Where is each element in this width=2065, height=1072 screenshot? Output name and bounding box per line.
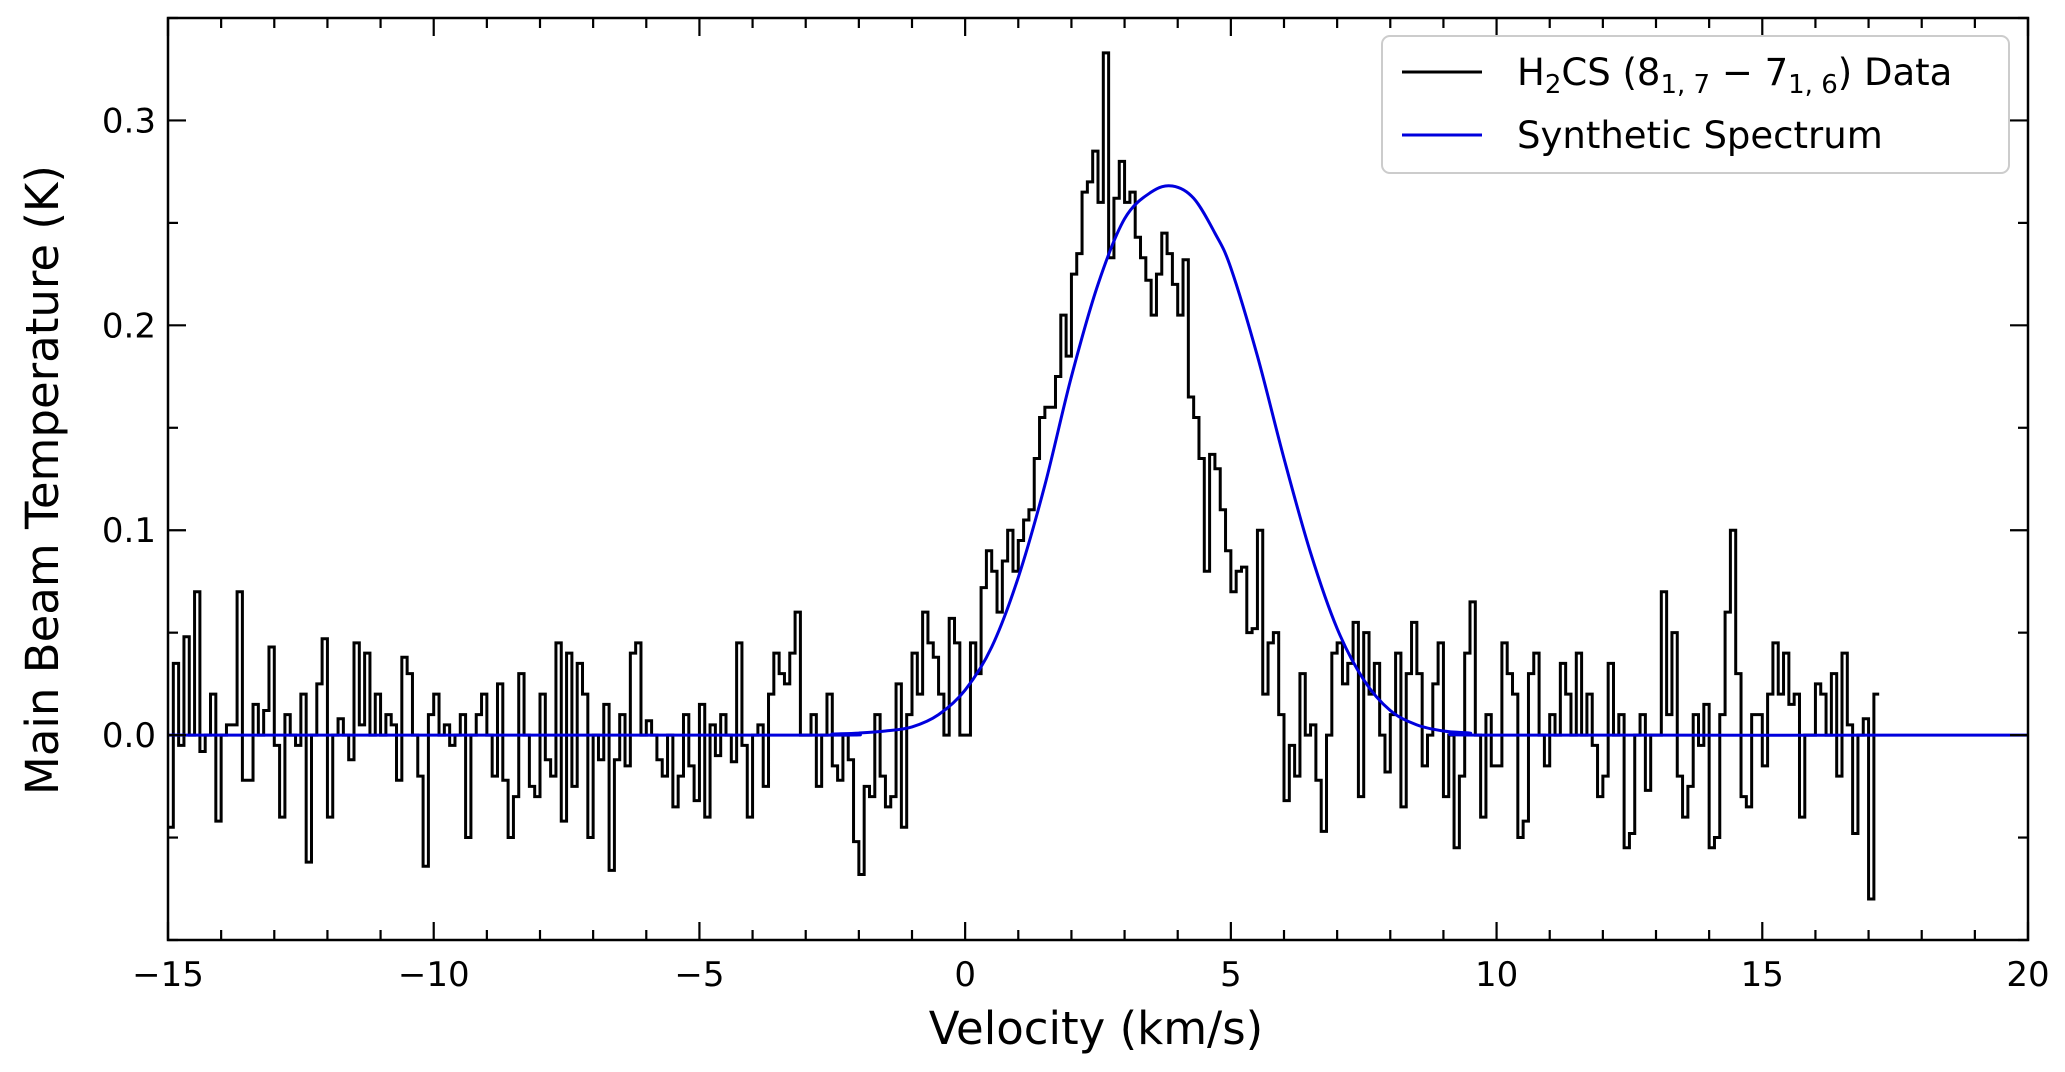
axes-frame <box>166 16 2030 942</box>
legend-label-synthetic: Synthetic Spectrum <box>1517 114 1883 157</box>
legend: H2CS (81, 7 − 71, 6) Data Synthetic Spec… <box>1381 35 2010 174</box>
x-tick-label: 0 <box>954 955 976 995</box>
x-tick-label: 5 <box>1220 955 1242 995</box>
x-tick-label: 10 <box>1475 955 1518 995</box>
x-tick-label: 15 <box>1741 955 1784 995</box>
x-tick-label: −10 <box>398 955 470 995</box>
y-tick-label: 0.2 <box>102 306 156 346</box>
y-tick-label: 0.1 <box>102 511 156 551</box>
y-tick-label: 0.0 <box>102 716 156 756</box>
plot-area <box>168 51 2028 901</box>
x-axis-label: Velocity (km/s) <box>929 1002 1263 1055</box>
x-tick-label: −5 <box>674 955 724 995</box>
series-synthetic-line <box>168 184 2028 737</box>
series-group <box>168 51 2028 901</box>
series-data-step-line <box>168 51 1880 901</box>
y-axis-label: Main Beam Temperature (K) <box>16 165 69 795</box>
y-tick-label: 0.3 <box>102 101 156 141</box>
legend-frame <box>1381 35 2010 174</box>
x-tick-label: 20 <box>2006 955 2049 995</box>
axis-ticks: −15 −10 −5 0 5 10 15 20 0.0 0.1 0.2 0.3 <box>102 16 2050 995</box>
legend-label-data: H2CS (81, 7 − 71, 6) Data <box>1517 51 1952 100</box>
x-tick-label: −15 <box>132 955 204 995</box>
